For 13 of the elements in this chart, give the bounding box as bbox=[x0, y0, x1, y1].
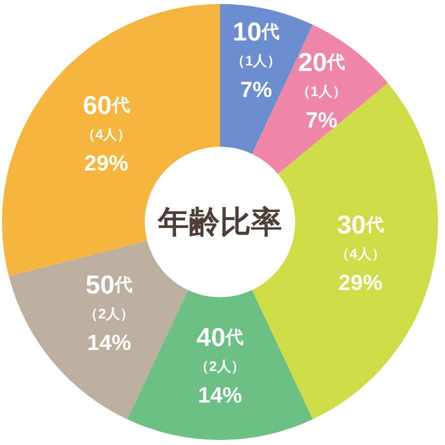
slice-label: 50代 bbox=[86, 270, 133, 300]
data-label: （2人） 14% bbox=[195, 358, 245, 408]
text: 年齢比率 bbox=[157, 204, 282, 240]
data-label: （1人） 7% bbox=[231, 52, 282, 102]
data-label: （4人） 29% bbox=[336, 245, 386, 295]
slice-label: 10代 bbox=[232, 16, 280, 46]
slice-label: 60代 bbox=[82, 90, 130, 120]
slice-label: 40代 bbox=[196, 322, 244, 352]
slice-label: 20代 bbox=[298, 47, 346, 78]
data-label: （1人） 7% bbox=[296, 83, 346, 133]
data-label: （2人） 14% bbox=[84, 306, 134, 356]
slice-label: 30代 bbox=[336, 209, 384, 240]
data-label: （4人） 29% bbox=[81, 126, 132, 176]
